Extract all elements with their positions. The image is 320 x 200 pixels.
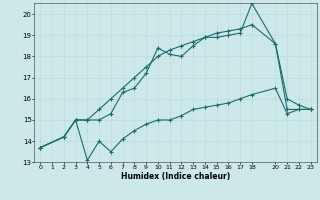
X-axis label: Humidex (Indice chaleur): Humidex (Indice chaleur) — [121, 172, 230, 181]
